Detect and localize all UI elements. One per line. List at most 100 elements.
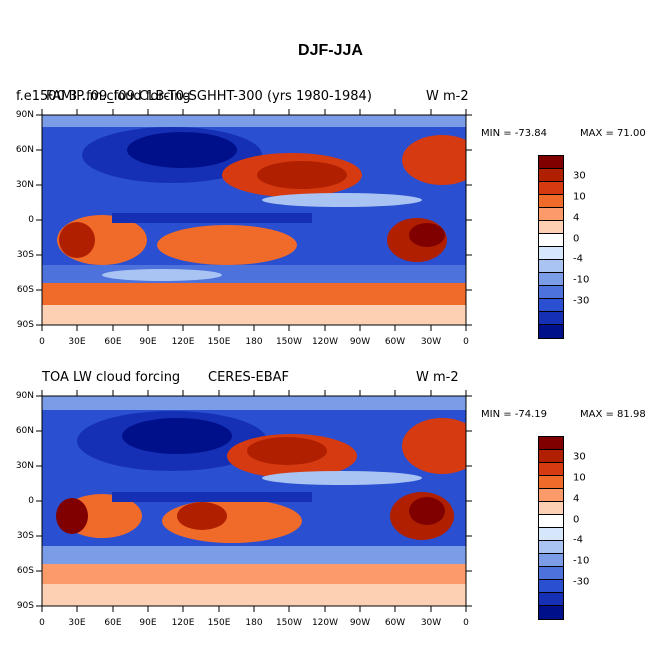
colorbar-label: -10 — [573, 555, 590, 567]
lon-label: 60E — [104, 618, 122, 628]
colorbar-label: 10 — [573, 472, 586, 484]
colorbar-swatch — [539, 195, 563, 208]
colorbar-swatch — [539, 221, 563, 234]
panel-center-title: FAMIP.f09_f09.CLB-T0-SGHHT-300 (yrs 1980… — [46, 89, 372, 104]
lon-label: 0 — [463, 337, 469, 347]
lon-label: 150W — [275, 618, 303, 628]
colorbar-swatch — [539, 541, 563, 554]
max-value: MAX = 71.00 — [580, 128, 646, 139]
colorbar-swatch — [539, 567, 563, 580]
lon-label: 0 — [39, 337, 45, 347]
lon-label: 30W — [420, 618, 442, 628]
lat-label: 90S — [16, 601, 34, 611]
colorbar-swatch — [539, 476, 563, 489]
colorbar — [538, 436, 564, 620]
colorbar-swatch — [539, 273, 563, 286]
lon-label: 30E — [68, 618, 86, 628]
lat-ticks — [36, 395, 472, 607]
lon-label: 90E — [139, 618, 157, 628]
lat-label: 60S — [16, 285, 34, 295]
lat-label: 0 — [28, 496, 34, 506]
lat-label: 60N — [15, 426, 34, 436]
colorbar-swatch — [539, 325, 563, 338]
lat-ticks — [36, 114, 472, 326]
colorbar-swatch — [539, 489, 563, 502]
lon-ticks — [41, 390, 467, 612]
colorbar-swatch — [539, 182, 563, 195]
colorbar-label: 4 — [573, 493, 580, 505]
map-field — [42, 115, 466, 325]
contour-field — [42, 396, 466, 606]
lon-label: 0 — [463, 618, 469, 628]
lat-label: 60S — [16, 566, 34, 576]
colorbar-swatch — [539, 593, 563, 606]
lon-label: 60E — [104, 337, 122, 347]
colorbar-label: -10 — [573, 274, 590, 286]
colorbar-label: -30 — [573, 576, 590, 588]
lon-label: 120E — [171, 337, 195, 347]
colorbar-label: -30 — [573, 295, 590, 307]
lon-label: 60W — [384, 337, 406, 347]
lat-label: 90N — [15, 391, 34, 401]
colorbar-swatch — [539, 606, 563, 619]
colorbar-swatch — [539, 260, 563, 273]
lon-label: 90W — [349, 337, 371, 347]
lon-label: 150E — [207, 618, 231, 628]
colorbar-swatch — [539, 312, 563, 325]
map-field — [42, 396, 466, 606]
lat-label: 30N — [15, 461, 34, 471]
contour-field — [42, 115, 466, 325]
colorbar-swatch — [539, 156, 563, 169]
lon-label: 60W — [384, 618, 406, 628]
lon-label: 150W — [275, 337, 303, 347]
lat-label: 30N — [15, 180, 34, 190]
panel-center-title: CERES-EBAF — [208, 370, 289, 385]
panel-left-title: f.e1500 3 ..m.cloud forcing — [16, 89, 191, 104]
lat-label: 0 — [28, 215, 34, 225]
colorbar-label: -4 — [573, 534, 583, 546]
colorbar-swatch — [539, 234, 563, 247]
lon-label: 0 — [39, 618, 45, 628]
min-value: MIN = -73.84 — [481, 128, 548, 139]
colorbar-label: 4 — [573, 212, 580, 224]
lat-label: 30S — [16, 250, 34, 260]
lat-label: 90N — [15, 110, 34, 120]
colorbar-swatch — [539, 554, 563, 567]
lon-label: 90W — [349, 618, 371, 628]
panel-left-title: TOA LW cloud forcing — [42, 370, 181, 385]
lon-label: 30W — [420, 337, 442, 347]
lon-label: 120W — [311, 337, 339, 347]
colorbar-swatch — [539, 502, 563, 515]
colorbar-swatch — [539, 299, 563, 312]
lon-label: 180 — [245, 618, 263, 628]
colorbar-label: 10 — [573, 191, 586, 203]
colorbar-label: 30 — [573, 170, 586, 182]
lon-label: 30E — [68, 337, 86, 347]
colorbar-swatch — [539, 450, 563, 463]
colorbar-swatch — [539, 208, 563, 221]
page-title: DJF-JJA — [298, 42, 363, 59]
lon-label: 180 — [245, 337, 263, 347]
colorbar-swatch — [539, 437, 563, 450]
colorbar-swatch — [539, 515, 563, 528]
panel-units: W m-2 — [426, 89, 469, 104]
lon-label: 120W — [311, 618, 339, 628]
panel-units: W m-2 — [416, 370, 459, 385]
colorbar-swatch — [539, 169, 563, 182]
lon-label: 90E — [139, 337, 157, 347]
colorbar-swatch — [539, 580, 563, 593]
colorbar-label: 0 — [573, 514, 580, 526]
colorbar-label: -4 — [573, 253, 583, 265]
colorbar — [538, 155, 564, 339]
lat-label: 90S — [16, 320, 34, 330]
lat-label: 30S — [16, 531, 34, 541]
lon-ticks — [41, 109, 467, 331]
max-value: MAX = 81.98 — [580, 409, 646, 420]
colorbar-swatch — [539, 463, 563, 476]
lat-label: 60N — [15, 145, 34, 155]
colorbar-swatch — [539, 286, 563, 299]
colorbar-label: 0 — [573, 233, 580, 245]
lon-label: 120E — [171, 618, 195, 628]
lon-label: 150E — [207, 337, 231, 347]
